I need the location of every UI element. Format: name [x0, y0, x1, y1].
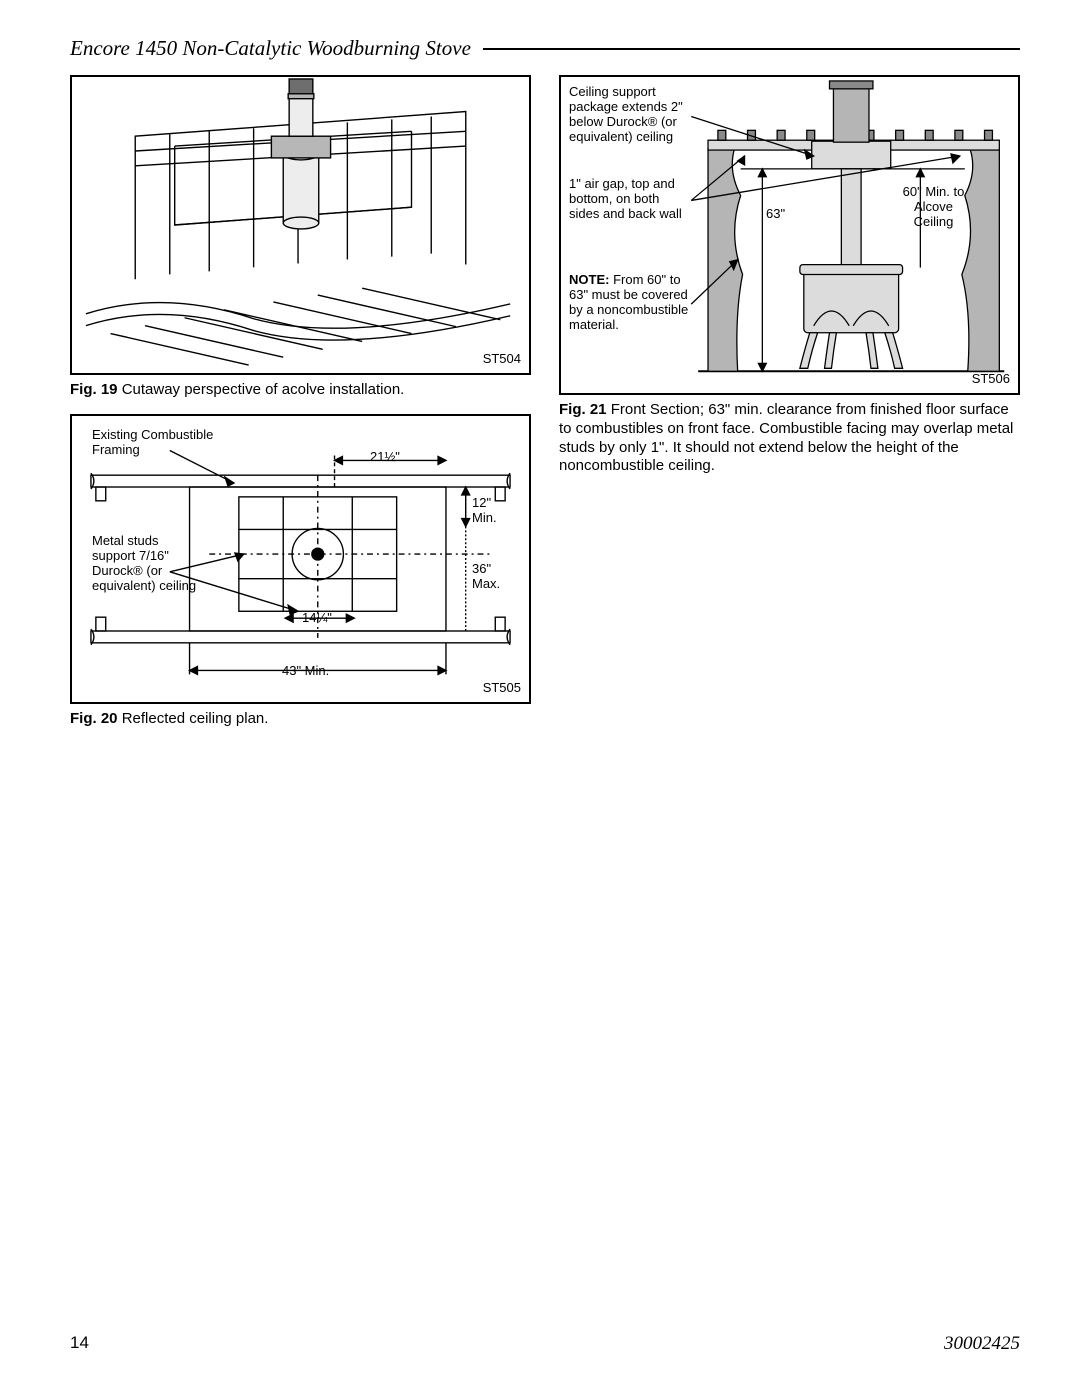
header-rule-icon — [483, 48, 1020, 50]
figure-20-caption: Fig. 20 Reflected ceiling plan. — [70, 710, 531, 729]
fig21-label-ceiling: Ceiling support package extends 2" below… — [569, 85, 689, 145]
figure-20-box: Existing Combustible Framing Metal studs… — [70, 414, 531, 704]
figure-19-caption: Fig. 19 Cutaway perspective of acolve in… — [70, 381, 531, 400]
figure-19-diagram-icon — [72, 77, 529, 373]
figure-19-id: ST504 — [483, 352, 521, 367]
figure-20-caption-text: Reflected ceiling plan. — [122, 710, 269, 727]
figure-20-caption-label: Fig. 20 — [70, 710, 118, 727]
figure-21-box: Ceiling support package extends 2" below… — [559, 75, 1020, 395]
fig21-note-prefix: NOTE: — [569, 272, 609, 287]
fig21-label-note: NOTE: From 60" to 63" must be covered by… — [569, 273, 689, 333]
header-title: Encore 1450 Non-Catalytic Woodburning St… — [70, 36, 471, 61]
right-column: Ceiling support package extends 2" below… — [559, 75, 1020, 743]
fig21-dim-60min: 60" Min. to Alcove Ceiling — [901, 185, 966, 230]
fig20-dim-14q: 14¼" — [302, 611, 332, 626]
figure-21-caption-label: Fig. 21 — [559, 401, 607, 418]
figure-21-caption: Fig. 21 Front Section; 63" min. clearanc… — [559, 401, 1020, 476]
fig20-dim-43min: 43" Min. — [282, 664, 329, 679]
fig21-dim-63: 63" — [766, 207, 785, 222]
fig20-label-existing: Existing Combustible Framing — [92, 428, 232, 458]
figure-19-caption-text: Cutaway perspective of acolve installati… — [122, 381, 405, 398]
page-footer: 14 30002425 — [70, 1333, 1020, 1355]
fig20-dim-36max: 36" Max. — [472, 562, 512, 592]
figure-21-id: ST506 — [972, 372, 1010, 387]
fig21-label-airgap: 1" air gap, top and bottom, on both side… — [569, 177, 684, 222]
figure-21-caption-text: Front Section; 63" min. clearance from f… — [559, 401, 1013, 474]
document-number: 30002425 — [944, 1333, 1020, 1355]
figure-19-box: ST504 — [70, 75, 531, 375]
left-column: ST504 Fig. 19 Cutaway perspective of aco… — [70, 75, 531, 743]
fig20-dim-12min: 12" Min. — [472, 496, 512, 526]
page-header: Encore 1450 Non-Catalytic Woodburning St… — [70, 36, 1020, 61]
fig20-dim-21half: 21½" — [370, 450, 400, 465]
page-number: 14 — [70, 1333, 89, 1355]
figure-20-id: ST505 — [483, 681, 521, 696]
fig20-label-metal: Metal studs support 7/16" Durock® (or eq… — [92, 534, 197, 594]
figure-19-caption-label: Fig. 19 — [70, 381, 118, 398]
